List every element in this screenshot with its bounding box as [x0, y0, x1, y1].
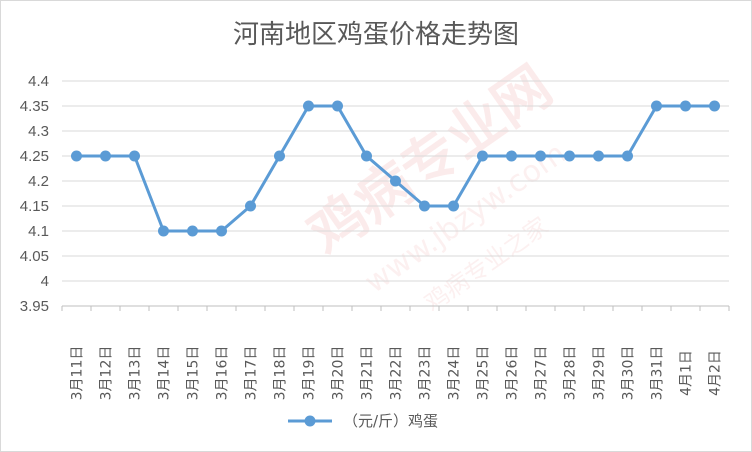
- data-point: [332, 100, 343, 112]
- x-tick-label: 3月17日: [244, 346, 260, 401]
- x-tick-label: 3月19日: [302, 346, 318, 401]
- y-tick-label: 4.4: [28, 73, 49, 90]
- data-point: [680, 100, 691, 112]
- data-point: [709, 100, 720, 112]
- data-point: [158, 225, 169, 237]
- x-tick-label: 3月28日: [563, 346, 579, 401]
- data-point: [361, 150, 372, 162]
- x-tick-label: 3月24日: [447, 346, 463, 401]
- x-tick-label: 3月30日: [621, 346, 637, 401]
- x-tick-label: 4月1日: [679, 350, 695, 396]
- x-tick-label: 3月18日: [273, 346, 289, 401]
- data-point: [303, 100, 314, 112]
- legend-label: （元/斤）鸡蛋: [343, 412, 438, 430]
- data-point: [448, 200, 459, 212]
- x-tick-label: 3月12日: [99, 346, 115, 401]
- x-axis-ticks: 3月11日 3月12日 3月13日 3月14日 3月15日 3月16日 3月17日 3月18日…: [70, 346, 724, 401]
- data-point: [622, 150, 633, 162]
- y-tick-label: 4.05: [20, 248, 49, 265]
- data-point: [419, 200, 430, 212]
- x-tick-label: 3月25日: [476, 346, 492, 401]
- legend: （元/斤）鸡蛋: [288, 412, 438, 430]
- data-point: [651, 100, 662, 112]
- y-tick-label: 4.1: [28, 223, 49, 240]
- y-tick-label: 4.25: [20, 148, 49, 165]
- x-tick-label: 3月26日: [505, 346, 521, 401]
- y-tick-label: 4.3: [28, 123, 49, 140]
- x-tick-label: 4月2日: [708, 350, 724, 396]
- x-tick-label: 3月31日: [650, 346, 666, 401]
- x-tick-label: 3月11日: [70, 346, 86, 401]
- x-axis: [61, 305, 730, 311]
- x-tick-label: 3月22日: [389, 346, 405, 401]
- data-point: [245, 200, 256, 212]
- y-tick-label: 3.95: [20, 298, 49, 315]
- x-tick-label: 3月14日: [157, 346, 173, 401]
- data-point: [477, 150, 488, 162]
- data-point: [187, 225, 198, 237]
- data-point: [390, 175, 401, 187]
- y-tick-label: 4.2: [28, 173, 49, 190]
- x-tick-label: 3月15日: [186, 346, 202, 401]
- data-point: [71, 150, 82, 162]
- x-tick-label: 3月16日: [215, 346, 231, 401]
- data-point: [593, 150, 604, 162]
- legend-point-marker: [304, 415, 316, 427]
- y-tick-label: 4: [41, 273, 49, 290]
- x-tick-label: 3月29日: [592, 346, 608, 401]
- data-point: [274, 150, 285, 162]
- series-group: [71, 100, 720, 237]
- data-point: [535, 150, 546, 162]
- x-tick-label: 3月20日: [331, 346, 347, 401]
- data-point: [506, 150, 517, 162]
- x-tick-label: 3月27日: [534, 346, 550, 401]
- data-point: [100, 150, 111, 162]
- data-point: [129, 150, 140, 162]
- chart-title: 河南地区鸡蛋价格走势图: [233, 20, 519, 50]
- x-tick-label: 3月13日: [128, 346, 144, 401]
- data-point: [564, 150, 575, 162]
- x-tick-label: 3月23日: [418, 346, 434, 401]
- x-tick-label: 3月21日: [360, 346, 376, 401]
- y-tick-label: 4.35: [20, 98, 49, 115]
- y-axis-ticks: 4.4 4.35 4.3 4.25 4.2 4.15 4.1 4.05 4 3.95: [20, 73, 49, 315]
- data-point: [216, 225, 227, 237]
- y-tick-label: 4.15: [20, 198, 49, 215]
